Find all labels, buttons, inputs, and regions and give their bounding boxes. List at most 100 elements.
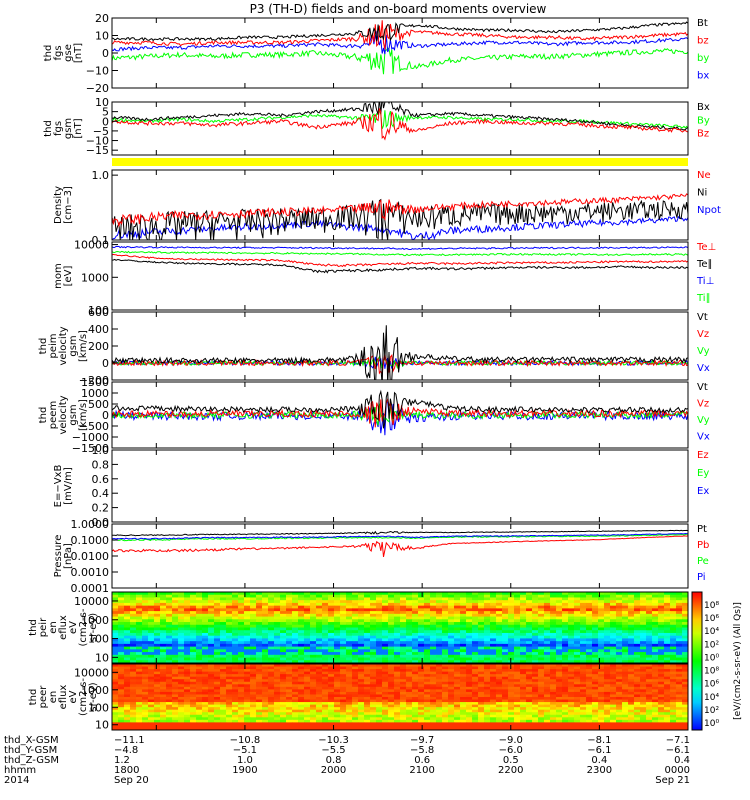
spectrogram-cell xyxy=(352,694,359,698)
spectrogram-cell xyxy=(448,608,455,612)
spectrogram-cell xyxy=(316,674,323,678)
spectrogram-cell xyxy=(124,669,131,673)
spectrogram-cell xyxy=(208,616,215,620)
spectrogram-cell xyxy=(472,630,479,634)
spectrogram-cell xyxy=(424,624,431,628)
spectrogram-cell xyxy=(178,717,185,721)
spectrogram-cell xyxy=(370,669,377,673)
spectrogram-cell xyxy=(682,717,688,721)
y-axis-label: [cm−3] xyxy=(63,186,74,224)
spectrogram-cell xyxy=(658,704,665,708)
spectrogram-cell xyxy=(520,702,527,706)
spectrogram-cell xyxy=(670,684,677,688)
spectrogram-cell xyxy=(256,719,263,723)
spectrogram-cell xyxy=(562,699,569,703)
spectrogram-cell xyxy=(682,707,688,711)
spectrogram-cell xyxy=(268,638,275,642)
spectrogram-cell xyxy=(490,717,497,721)
spectrogram-cell xyxy=(478,592,485,596)
spectrogram-cell xyxy=(196,664,203,668)
spectrogram-cell xyxy=(190,702,197,706)
spectrogram-cell xyxy=(328,660,335,663)
spectrogram-cell xyxy=(202,719,209,723)
spectrogram-cell xyxy=(574,699,581,703)
spectrogram-cell xyxy=(154,694,161,698)
spectrogram-cell xyxy=(322,592,329,596)
spectrogram-cell xyxy=(340,707,347,711)
spectrogram-cell xyxy=(532,602,539,607)
spectrogram-cell xyxy=(262,684,269,688)
spectrogram-cell xyxy=(568,608,575,612)
spectrogram-cell xyxy=(382,676,389,680)
spectrogram-cell xyxy=(352,717,359,721)
spectrogram-cell xyxy=(586,646,593,650)
spectrogram-cell xyxy=(334,669,341,673)
spectrogram-cell xyxy=(178,691,185,695)
spectrogram-cell xyxy=(532,605,539,609)
spectrogram-cell xyxy=(262,714,269,718)
spectrogram-cell xyxy=(358,707,365,711)
spectrogram-cell xyxy=(622,717,629,721)
spectrogram-cell xyxy=(118,646,125,650)
spectrogram-cell xyxy=(322,697,329,701)
spectrogram-cell xyxy=(412,707,419,711)
spectrogram-cell xyxy=(154,691,161,695)
spectrogram-cell xyxy=(556,608,563,612)
spectrogram-cell xyxy=(484,709,491,713)
spectrogram-cell xyxy=(640,611,647,615)
spectrogram-cell xyxy=(298,627,305,631)
spectrogram-cell xyxy=(202,594,209,598)
spectrogram-cell xyxy=(148,632,155,637)
spectrogram-cell xyxy=(136,619,143,623)
spectrogram-cell xyxy=(610,622,617,626)
spectrogram-cell xyxy=(436,671,443,675)
spectrogram-cell xyxy=(178,632,185,637)
spectrogram-cell xyxy=(442,613,449,618)
spectrogram-cell xyxy=(370,630,377,634)
spectrogram-cell xyxy=(496,671,503,675)
spectrogram-cell xyxy=(322,605,329,609)
spectrogram-cell xyxy=(214,627,221,631)
spectrogram-cell xyxy=(496,616,503,620)
spectrogram-cell xyxy=(190,714,197,718)
spectrogram-cell xyxy=(256,674,263,678)
spectrogram-cell xyxy=(544,666,551,670)
spectrogram-cell xyxy=(388,624,395,628)
spectrogram-cell xyxy=(280,619,287,623)
spectrogram-cell xyxy=(370,597,377,601)
spectrogram-cell xyxy=(562,689,569,693)
spectrogram-cell xyxy=(382,643,389,648)
spectrogram-cell xyxy=(190,689,197,693)
spectrogram-cell xyxy=(226,641,233,645)
spectrogram-cell xyxy=(448,600,455,604)
spectrogram-cell xyxy=(388,594,395,598)
panel-plot-area xyxy=(112,102,688,141)
spectrogram-cell xyxy=(658,638,665,642)
spectrogram-cell xyxy=(388,699,395,703)
spectrogram-cell xyxy=(292,652,299,656)
spectrogram-cell xyxy=(412,616,419,620)
spectrogram-cell xyxy=(568,641,575,645)
spectrogram-cell xyxy=(670,638,677,642)
spectrogram-cell xyxy=(622,694,629,698)
spectrogram-cell xyxy=(550,657,557,661)
spectrogram-cell xyxy=(550,689,557,693)
spectrogram-cell xyxy=(136,686,143,690)
spectrogram-cell xyxy=(598,627,605,631)
spectrogram-cell xyxy=(448,646,455,650)
spectrogram-cell xyxy=(442,694,449,698)
spectrogram-cell xyxy=(214,714,221,718)
spectrogram-cell xyxy=(220,624,227,628)
spectrogram-cell xyxy=(202,717,209,721)
spectrogram-cell xyxy=(274,689,281,693)
spectrogram-cell xyxy=(208,664,215,668)
spectrogram-cell xyxy=(142,602,149,607)
spectrogram-cell xyxy=(340,691,347,695)
spectrogram-cell xyxy=(508,702,515,706)
spectrogram-cell xyxy=(676,699,683,703)
spectrogram-cell xyxy=(628,664,635,668)
spectrogram-cell xyxy=(244,641,251,645)
spectrogram-cell xyxy=(640,674,647,678)
spectrogram-cell xyxy=(532,622,539,626)
spectrogram-cell xyxy=(592,709,599,713)
